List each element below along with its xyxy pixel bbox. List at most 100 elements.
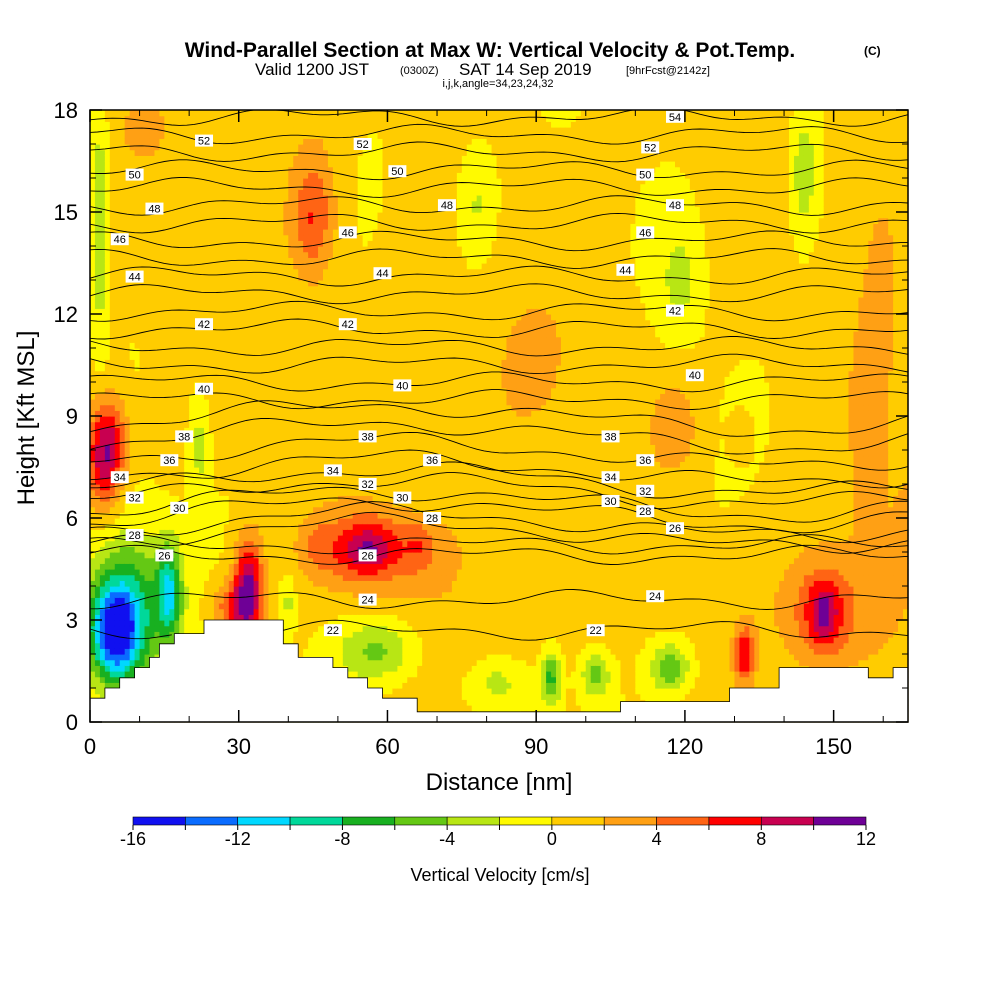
w-field-cell [184, 376, 190, 383]
w-field-cell [258, 540, 265, 547]
w-field-cell [268, 370, 275, 377]
w-field-cell [149, 608, 156, 615]
w-field-cell [273, 574, 279, 581]
w-field-cell [223, 291, 230, 298]
w-field-cell [134, 200, 141, 207]
w-field-cell [283, 331, 289, 338]
w-field-cell [99, 552, 106, 559]
w-field-cell [228, 161, 235, 168]
w-field-cell [104, 144, 111, 151]
w-field-cell [114, 586, 121, 593]
w-field-cell [243, 268, 250, 275]
w-field-cell [238, 563, 245, 570]
w-field-cell [238, 512, 245, 519]
w-field-cell [278, 138, 284, 145]
w-field-cell [208, 246, 215, 253]
w-field-cell [184, 110, 190, 117]
w-field-cell [139, 512, 146, 519]
w-field-cell [233, 591, 240, 598]
w-field-cell [298, 467, 304, 474]
w-field-cell [94, 631, 101, 638]
w-field-cell [164, 495, 170, 502]
w-field-cell [263, 608, 270, 615]
w-field-cell [258, 172, 265, 179]
w-field-cell [179, 274, 185, 281]
w-field-cell [184, 557, 190, 564]
w-field-cell [164, 631, 170, 638]
w-field-cell [114, 574, 121, 581]
w-field-cell [189, 535, 195, 542]
w-field-cell [174, 478, 180, 485]
w-field-cell [208, 574, 215, 581]
w-field-cell [303, 591, 309, 598]
w-field-cell [238, 365, 245, 372]
w-field-cell [189, 263, 195, 270]
w-field-cell [114, 433, 121, 440]
w-field-cell [228, 591, 235, 598]
w-field-cell [253, 557, 260, 564]
w-field-cell [303, 438, 309, 445]
w-field-cell [149, 586, 156, 593]
w-field-cell [288, 591, 294, 598]
w-field-cell [243, 399, 250, 406]
w-field-cell [94, 342, 101, 349]
w-field-cell [119, 393, 126, 400]
w-field-cell [149, 518, 156, 525]
w-field-cell [129, 325, 136, 332]
w-field-cell [268, 450, 275, 457]
w-field-cell [258, 546, 265, 553]
w-field-cell [313, 382, 319, 389]
w-field-cell [228, 285, 235, 292]
w-field-cell [189, 110, 195, 117]
w-field-cell [134, 399, 141, 406]
w-field-cell [90, 359, 96, 366]
w-field-cell [199, 183, 205, 190]
w-field-cell [104, 132, 111, 139]
w-field-cell [258, 268, 265, 275]
w-field-cell [189, 280, 195, 287]
w-field-cell [114, 257, 121, 264]
w-field-cell [223, 274, 230, 281]
w-field-cell [293, 110, 299, 117]
w-field-cell [204, 546, 210, 553]
w-field-cell [288, 444, 294, 451]
w-field-cell [199, 144, 205, 151]
w-field-cell [243, 161, 250, 168]
w-field-cell [303, 478, 309, 485]
w-field-cell [184, 523, 190, 530]
w-field-cell [308, 495, 314, 502]
w-field-cell [164, 246, 170, 253]
w-field-cell [283, 161, 289, 168]
w-field-cell [218, 161, 225, 168]
w-field-cell [154, 569, 161, 576]
w-field-cell [164, 472, 170, 479]
w-field-cell [218, 223, 225, 230]
w-field-cell [213, 461, 220, 468]
w-field-cell [114, 149, 121, 156]
w-field-cell [104, 665, 111, 672]
w-field-cell [213, 421, 220, 428]
w-field-cell [94, 478, 101, 485]
w-field-cell [104, 518, 111, 525]
w-field-cell [273, 557, 279, 564]
w-field-cell [174, 597, 180, 604]
w-field-cell [204, 365, 210, 372]
w-field-cell [174, 110, 180, 117]
w-field-cell [213, 353, 220, 360]
w-field-cell [213, 195, 220, 202]
w-field-cell [124, 444, 131, 451]
w-field-cell [179, 183, 185, 190]
w-field-cell [263, 359, 270, 366]
w-field-cell [278, 569, 284, 576]
w-field-cell [283, 325, 289, 332]
w-field-cell [208, 291, 215, 298]
w-field-cell [139, 178, 146, 185]
w-field-cell [228, 501, 235, 508]
w-field-cell [258, 336, 265, 343]
w-field-cell [303, 461, 309, 468]
w-field-cell [124, 370, 131, 377]
w-field-cell [213, 285, 220, 292]
w-field-cell [298, 455, 304, 462]
w-field-cell [199, 586, 205, 593]
w-field-cell [278, 172, 284, 179]
